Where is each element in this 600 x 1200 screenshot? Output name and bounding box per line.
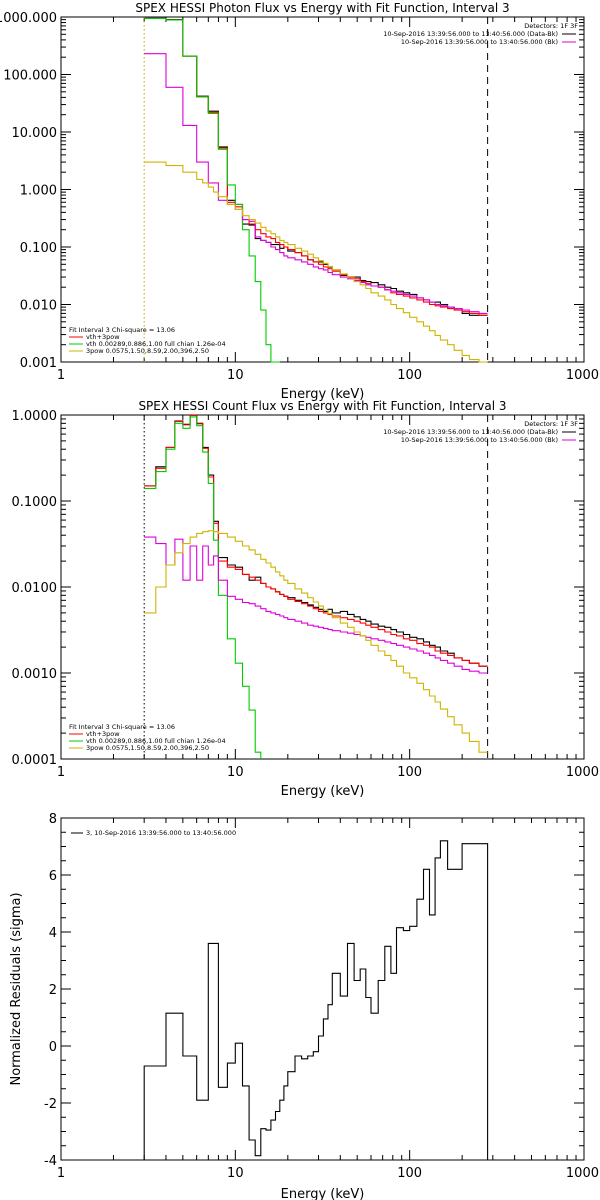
- y-tick-label: 6: [49, 869, 57, 884]
- x-tick-label: 1000: [566, 765, 599, 780]
- chart-title: SPEX HESSI Count Flux vs Energy with Fit…: [138, 399, 506, 413]
- y-tick-label: 10.000: [12, 126, 58, 141]
- x-axis-label: Energy (keV): [281, 387, 365, 402]
- y-tick-label: -4: [44, 1154, 57, 1169]
- y-tick-label: 0.0001: [12, 753, 58, 768]
- x-tick-label: 10: [227, 1166, 244, 1181]
- legend-label: vth 0.00289,0.886,1.00 full chian 1.26e-…: [86, 737, 226, 745]
- y-tick-label: -2: [44, 1097, 57, 1112]
- series-line: [144, 416, 262, 759]
- legend-label: 3, 10-Sep-2016 13:39:56.000 to 13:40:56.…: [86, 829, 236, 837]
- legend-label: 3pow 0.0575,1.50,8.59,2.00,396,2.50: [86, 347, 209, 355]
- x-tick-label: 1000: [566, 368, 599, 383]
- x-tick-label: 10: [227, 368, 244, 383]
- legend-header: Fit Interval 3 Chi-square = 13.06: [69, 326, 175, 334]
- info-line2: 10-Sep-2016 13:39:56.000 to 13:40:56.000…: [401, 436, 558, 444]
- x-tick-label: 1: [57, 765, 65, 780]
- plot-frame: [60, 817, 585, 1161]
- plot-frame: [60, 414, 585, 760]
- y-tick-label: 4: [49, 926, 57, 941]
- series-line: [144, 530, 488, 753]
- series-line: [144, 17, 280, 363]
- info-line2: 10-Sep-2016 13:39:56.000 to 13:40:56.000…: [401, 38, 558, 46]
- x-tick-label: 100: [397, 368, 422, 383]
- x-tick-label: 100: [397, 1166, 422, 1181]
- legend-label: 3pow 0.0575,1.50,8.59,2.00,396,2.50: [86, 744, 209, 752]
- series-line: [144, 17, 488, 316]
- y-axis-label: Normalized Residuals (sigma): [9, 892, 24, 1085]
- series-line: [144, 17, 488, 316]
- y-tick-label: 0.1000: [12, 495, 58, 510]
- y-tick-label: 1000.000: [0, 11, 57, 26]
- series-line: [144, 414, 488, 667]
- legend-label: vth+3pow: [86, 730, 120, 738]
- x-tick-label: 1000: [566, 1166, 599, 1181]
- x-tick-label: 1: [57, 368, 65, 383]
- x-tick-label: 100: [397, 765, 422, 780]
- legend-label: vth+3pow: [86, 333, 120, 341]
- legend-label: vth 0.00289,0.886,1.00 full chian 1.26e-…: [86, 340, 226, 348]
- info-line1: 10-Sep-2016 13:39:56.000 to 13:40:56.000…: [383, 428, 558, 436]
- y-tick-label: 2: [49, 983, 57, 998]
- series-line: [144, 536, 488, 674]
- x-tick-label: 1: [57, 1166, 65, 1181]
- y-tick-label: 0.0100: [12, 581, 58, 596]
- x-tick-label: 10: [227, 765, 244, 780]
- x-axis-label: Energy (keV): [281, 784, 365, 799]
- y-tick-label: 0.010: [20, 299, 57, 314]
- series-line: [144, 161, 488, 363]
- series-line: [144, 53, 488, 314]
- plot-frame: [60, 16, 585, 363]
- info-line1: 10-Sep-2016 13:39:56.000 to 13:40:56.000…: [383, 30, 558, 38]
- series-line: [143, 840, 489, 1160]
- legend-header: Fit Interval 3 Chi-square = 13.06: [69, 723, 175, 731]
- y-tick-label: 0: [49, 1040, 57, 1055]
- info-detectors: Detectors: 1F 3F: [524, 420, 578, 428]
- y-tick-label: 0.0010: [12, 667, 58, 682]
- y-tick-label: 0.001: [20, 356, 57, 371]
- y-tick-label: 8: [49, 812, 57, 827]
- y-tick-label: 1.000: [20, 184, 57, 199]
- x-axis-label: Energy (keV): [281, 1187, 365, 1200]
- y-tick-label: 1.0000: [12, 409, 58, 424]
- info-detectors: Detectors: 1F 3F: [524, 22, 578, 30]
- y-tick-label: 100.000: [3, 69, 57, 84]
- chart-title: SPEX HESSI Photon Flux vs Energy with Fi…: [135, 1, 509, 15]
- y-tick-label: 0.100: [20, 241, 57, 256]
- series-line: [144, 414, 488, 667]
